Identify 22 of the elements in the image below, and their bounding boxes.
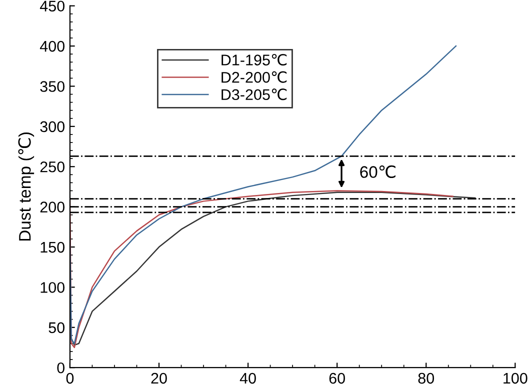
y-tick-label: 100 [40,282,65,293]
x-tick-label: 20 [151,372,167,384]
y-axis-title: Dust temp (℃) [18,132,34,241]
y-tick-label: 450 [40,0,65,12]
x-tick-label: 0 [66,372,74,384]
y-tick-label: 300 [40,121,65,132]
y-tick-label: 400 [40,40,65,52]
x-tick-label: 100 [504,372,528,384]
legend-label: D3-205℃ [222,88,287,100]
y-tick-label: 200 [40,202,65,213]
legend-label: D2-200℃ [222,71,287,83]
annotation: 60℃ [360,165,396,178]
y-tick-label: 0 [57,362,64,374]
y-tick-label: 250 [40,161,65,172]
y-tick-label: 50 [48,322,65,334]
x-tick-label: 40 [240,372,256,384]
x-tick-label: 80 [418,372,434,384]
y-tick-label: 150 [40,242,65,253]
legend-label: D1-195℃ [222,54,287,66]
y-tick-label: 350 [40,81,65,92]
line-series [70,45,457,344]
x-tick-label: 60 [329,372,345,384]
